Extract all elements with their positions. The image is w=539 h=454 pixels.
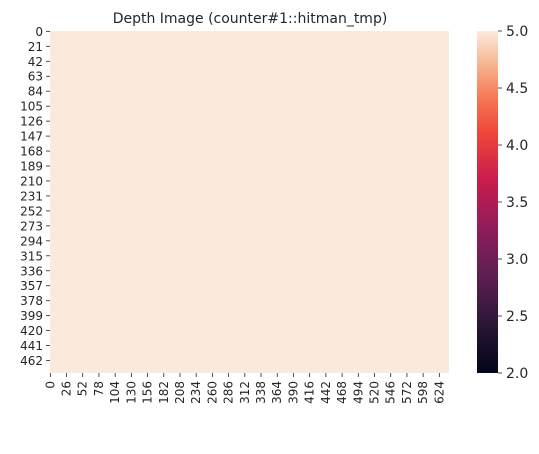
x-tick-label: 390 xyxy=(286,381,300,404)
colorbar-gradient xyxy=(477,31,498,373)
x-axis: 0 26 52 78 104 130 156 182 208 234 260 286 312 338 364… xyxy=(43,373,446,404)
y-tick-label: 231 xyxy=(20,189,43,203)
x-tick-label: 494 xyxy=(351,381,365,404)
x-tick-label: 104 xyxy=(108,381,122,404)
x-tick-label: 416 xyxy=(303,381,317,404)
x-tick-label: 182 xyxy=(157,381,171,404)
y-tick-label: 189 xyxy=(20,160,43,174)
x-tick-label: 156 xyxy=(141,381,155,404)
colorbar-axis: 2.0 2.5 3.0 3.5 4.0 4.5 5.0 xyxy=(498,24,528,382)
chart-title: Depth Image (counter#1::hitman_tmp) xyxy=(113,11,388,27)
colorbar-tick-label: 5.0 xyxy=(506,24,528,40)
colorbar-tick-label: 4.5 xyxy=(506,81,528,97)
colorbar xyxy=(477,31,498,373)
y-tick-label: 0 xyxy=(35,25,43,39)
y-tick-label: 105 xyxy=(20,100,43,114)
heatmap-cells xyxy=(50,31,449,373)
x-tick-label: 546 xyxy=(384,381,398,404)
y-tick-label: 378 xyxy=(20,294,43,308)
colorbar-tick-label: 3.0 xyxy=(506,252,528,268)
x-tick-label: 442 xyxy=(319,381,333,404)
x-tick-label: 312 xyxy=(238,381,252,404)
x-tick-label: 0 xyxy=(43,381,57,389)
colorbar-tick-label: 3.5 xyxy=(506,195,528,211)
y-tick-label: 252 xyxy=(20,204,43,218)
x-tick-label: 52 xyxy=(76,381,90,396)
y-tick-label: 84 xyxy=(28,85,43,99)
y-tick-label: 21 xyxy=(28,40,43,54)
y-tick-label: 42 xyxy=(28,55,43,69)
y-tick-label: 399 xyxy=(20,309,43,323)
y-tick-label: 357 xyxy=(20,279,43,293)
x-tick-label: 624 xyxy=(432,381,446,404)
x-tick-label: 234 xyxy=(189,381,203,404)
y-tick-label: 462 xyxy=(20,354,43,368)
y-tick-label: 294 xyxy=(20,234,43,248)
x-tick-label: 520 xyxy=(367,381,381,404)
x-tick-label: 286 xyxy=(222,381,236,404)
x-tick-label: 364 xyxy=(270,381,284,404)
x-tick-label: 572 xyxy=(400,381,414,404)
y-tick-label: 336 xyxy=(20,264,43,278)
x-tick-label: 260 xyxy=(205,381,219,404)
y-tick-label: 273 xyxy=(20,219,43,233)
y-tick-label: 168 xyxy=(20,145,43,159)
colorbar-tick-label: 2.5 xyxy=(506,309,528,325)
x-tick-label: 468 xyxy=(335,381,349,404)
x-tick-label: 26 xyxy=(60,381,74,396)
x-tick-label: 208 xyxy=(173,381,187,404)
y-tick-label: 147 xyxy=(20,130,43,144)
colorbar-tick-label: 4.0 xyxy=(506,138,528,154)
y-tick-label: 210 xyxy=(20,174,43,188)
colorbar-tick-label: 2.0 xyxy=(506,366,528,382)
x-tick-label: 598 xyxy=(416,381,430,404)
x-tick-label: 338 xyxy=(254,381,268,404)
x-tick-label: 130 xyxy=(124,381,138,404)
heatmap-plot-area xyxy=(50,31,449,373)
y-tick-label: 63 xyxy=(28,70,43,84)
y-axis: 0214263841051261471681892102312522732943… xyxy=(20,25,50,368)
y-tick-label: 315 xyxy=(20,249,43,263)
y-tick-label: 126 xyxy=(20,115,43,129)
x-tick-label: 78 xyxy=(92,381,106,396)
y-tick-label: 420 xyxy=(20,324,43,338)
y-tick-label: 441 xyxy=(20,339,43,353)
